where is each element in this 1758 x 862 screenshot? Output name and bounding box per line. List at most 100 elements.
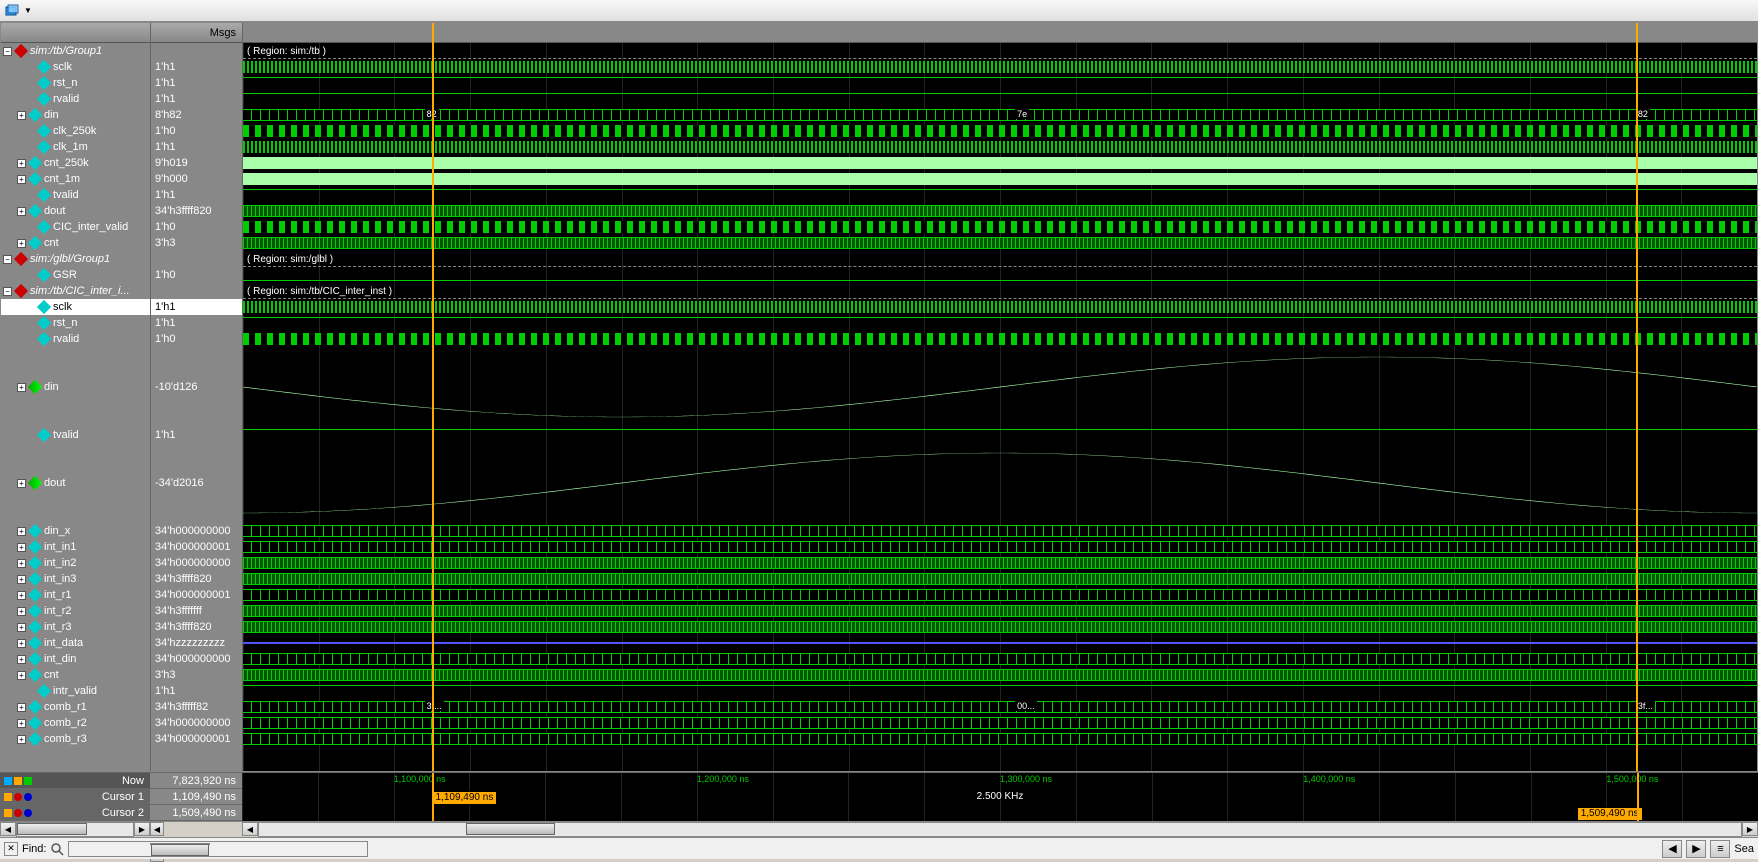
dropdown-arrow-icon[interactable]: ▼ — [24, 6, 32, 15]
tool-icon-cube[interactable] — [4, 3, 20, 19]
signal-item[interactable]: rst_n — [1, 75, 150, 91]
signal-item[interactable]: +dout — [1, 203, 150, 219]
sb-right-icon[interactable]: ▶ — [1742, 822, 1758, 836]
signal-item[interactable]: tvalid — [1, 187, 150, 203]
signal-label: cnt_1m — [44, 173, 80, 185]
expand-icon[interactable]: + — [17, 383, 26, 392]
now-icons — [4, 777, 32, 785]
signal-item[interactable]: +int_r1 — [1, 587, 150, 603]
expand-icon[interactable]: + — [17, 207, 26, 216]
signal-item[interactable]: +comb_r3 — [1, 731, 150, 747]
signal-item[interactable]: +dout — [1, 443, 150, 523]
cursor1-flag[interactable]: 1,109,490 ns — [432, 791, 498, 805]
signal-item[interactable]: sclk — [1, 299, 150, 315]
wave-panel[interactable]: 827e823f...00...3f...( Region: sim:/tb )… — [243, 23, 1757, 771]
signal-item[interactable]: +cnt — [1, 667, 150, 683]
expand-icon[interactable]: − — [3, 47, 12, 56]
expand-icon[interactable]: + — [17, 543, 26, 552]
signal-item[interactable]: +int_r3 — [1, 619, 150, 635]
signal-item[interactable]: tvalid — [1, 427, 150, 443]
signal-item[interactable]: +int_din — [1, 651, 150, 667]
signal-item[interactable]: sclk — [1, 59, 150, 75]
sb-right-icon[interactable]: ▶ — [134, 822, 150, 836]
expand-icon[interactable]: + — [17, 591, 26, 600]
signal-label: int_r2 — [44, 605, 72, 617]
signal-item[interactable]: CIC_inter_valid — [1, 219, 150, 235]
expand-icon[interactable]: + — [17, 575, 26, 584]
footer-wave[interactable]: 1,100,000 ns1,200,000 ns1,300,000 ns1,40… — [242, 773, 1758, 821]
cursor-line-1[interactable] — [432, 23, 434, 771]
signal-item[interactable]: + cnt_1m — [1, 171, 150, 187]
sb-left-icon[interactable]: ◀ — [0, 822, 16, 836]
value-hscroll[interactable]: ◀ ▶ — [150, 822, 242, 837]
find-next-icon[interactable]: ▶ — [1686, 840, 1706, 858]
signal-item[interactable]: +cnt — [1, 235, 150, 251]
signal-label: comb_r1 — [44, 701, 87, 713]
signal-icon — [28, 668, 42, 682]
signal-item[interactable]: +din_x — [1, 523, 150, 539]
signal-item[interactable]: +int_in2 — [1, 555, 150, 571]
footer-rows: Now Cursor 1 Cursor 2 7,823,920 ns 1,109… — [0, 772, 1758, 821]
expand-icon[interactable]: − — [3, 255, 12, 264]
signal-group[interactable]: −sim:/tb/CIC_inter_i... — [1, 283, 150, 299]
cursor2-flag[interactable]: 1,509,490 ns — [1577, 807, 1643, 821]
cursor2-row[interactable]: Cursor 2 — [0, 805, 150, 821]
signal-item[interactable]: intr_valid — [1, 683, 150, 699]
find-input[interactable] — [68, 841, 368, 857]
expand-icon[interactable]: + — [17, 623, 26, 632]
expand-icon[interactable]: + — [17, 719, 26, 728]
expand-icon[interactable]: + — [17, 671, 26, 680]
wave-row — [243, 123, 1757, 139]
signal-icon — [37, 684, 51, 698]
expand-icon[interactable]: + — [17, 111, 26, 120]
find-prev-icon[interactable]: ◀ — [1662, 840, 1682, 858]
expand-icon[interactable]: + — [17, 639, 26, 648]
signal-item[interactable]: + int_r2 — [1, 603, 150, 619]
signal-group[interactable]: − sim:/tb/Group1 — [1, 43, 150, 59]
signal-item[interactable]: + din — [1, 107, 150, 123]
cursor1-row[interactable]: Cursor 1 — [0, 789, 150, 805]
expand-icon[interactable]: + — [17, 559, 26, 568]
signal-item[interactable]: GSR — [1, 267, 150, 283]
find-options-icon[interactable]: ≡ — [1710, 840, 1730, 858]
value-cell — [151, 283, 242, 299]
signal-item[interactable]: +int_data — [1, 635, 150, 651]
wave-body[interactable]: 827e823f...00...3f...( Region: sim:/tb )… — [243, 43, 1757, 771]
signal-group[interactable]: −sim:/glbl/Group1 — [1, 251, 150, 267]
expand-icon[interactable]: + — [17, 479, 26, 488]
signal-item[interactable]: clk_1m — [1, 139, 150, 155]
expand-icon[interactable]: + — [17, 527, 26, 536]
signal-item[interactable]: +comb_r2 — [1, 715, 150, 731]
expand-icon[interactable]: + — [17, 735, 26, 744]
value-cell: 34'hzzzzzzzzz — [151, 635, 242, 651]
cursor-line-2[interactable] — [1636, 23, 1638, 771]
signal-label: rst_n — [53, 77, 77, 89]
expand-icon[interactable]: + — [17, 239, 26, 248]
expand-icon[interactable]: + — [17, 655, 26, 664]
signal-item[interactable]: rst_n — [1, 315, 150, 331]
signal-label: din — [44, 109, 59, 121]
wave-hscroll[interactable]: ◀ ▶ — [242, 822, 1758, 837]
bus-value-label: 3f... — [1636, 701, 1655, 711]
signal-item[interactable]: +cnt_250k — [1, 155, 150, 171]
signal-item[interactable]: +din — [1, 347, 150, 427]
signal-item[interactable]: rvalid — [1, 331, 150, 347]
signal-item[interactable]: + comb_r1 — [1, 699, 150, 715]
sb-left-icon[interactable]: ◀ — [242, 822, 258, 836]
expand-icon[interactable]: + — [17, 175, 26, 184]
sb-left-icon[interactable]: ◀ — [150, 822, 164, 836]
wave-row — [243, 635, 1757, 651]
signal-list: −sim:/tb/Group1sclkrst_nrvalid+dinclk_25… — [1, 43, 150, 771]
signal-icon — [28, 204, 42, 218]
find-close-icon[interactable]: ✕ — [4, 842, 18, 856]
expand-icon[interactable]: − — [3, 287, 12, 296]
signal-item[interactable]: rvalid — [1, 91, 150, 107]
signal-item[interactable]: clk_250k — [1, 123, 150, 139]
signal-item[interactable]: +int_in1 — [1, 539, 150, 555]
signal-hscroll[interactable]: ◀ ▶ — [0, 822, 150, 837]
expand-icon[interactable]: + — [17, 607, 26, 616]
expand-icon[interactable]: + — [17, 159, 26, 168]
signal-item[interactable]: +int_in3 — [1, 571, 150, 587]
expand-icon[interactable]: + — [17, 703, 26, 712]
group-label: sim:/tb/Group1 — [30, 45, 102, 57]
